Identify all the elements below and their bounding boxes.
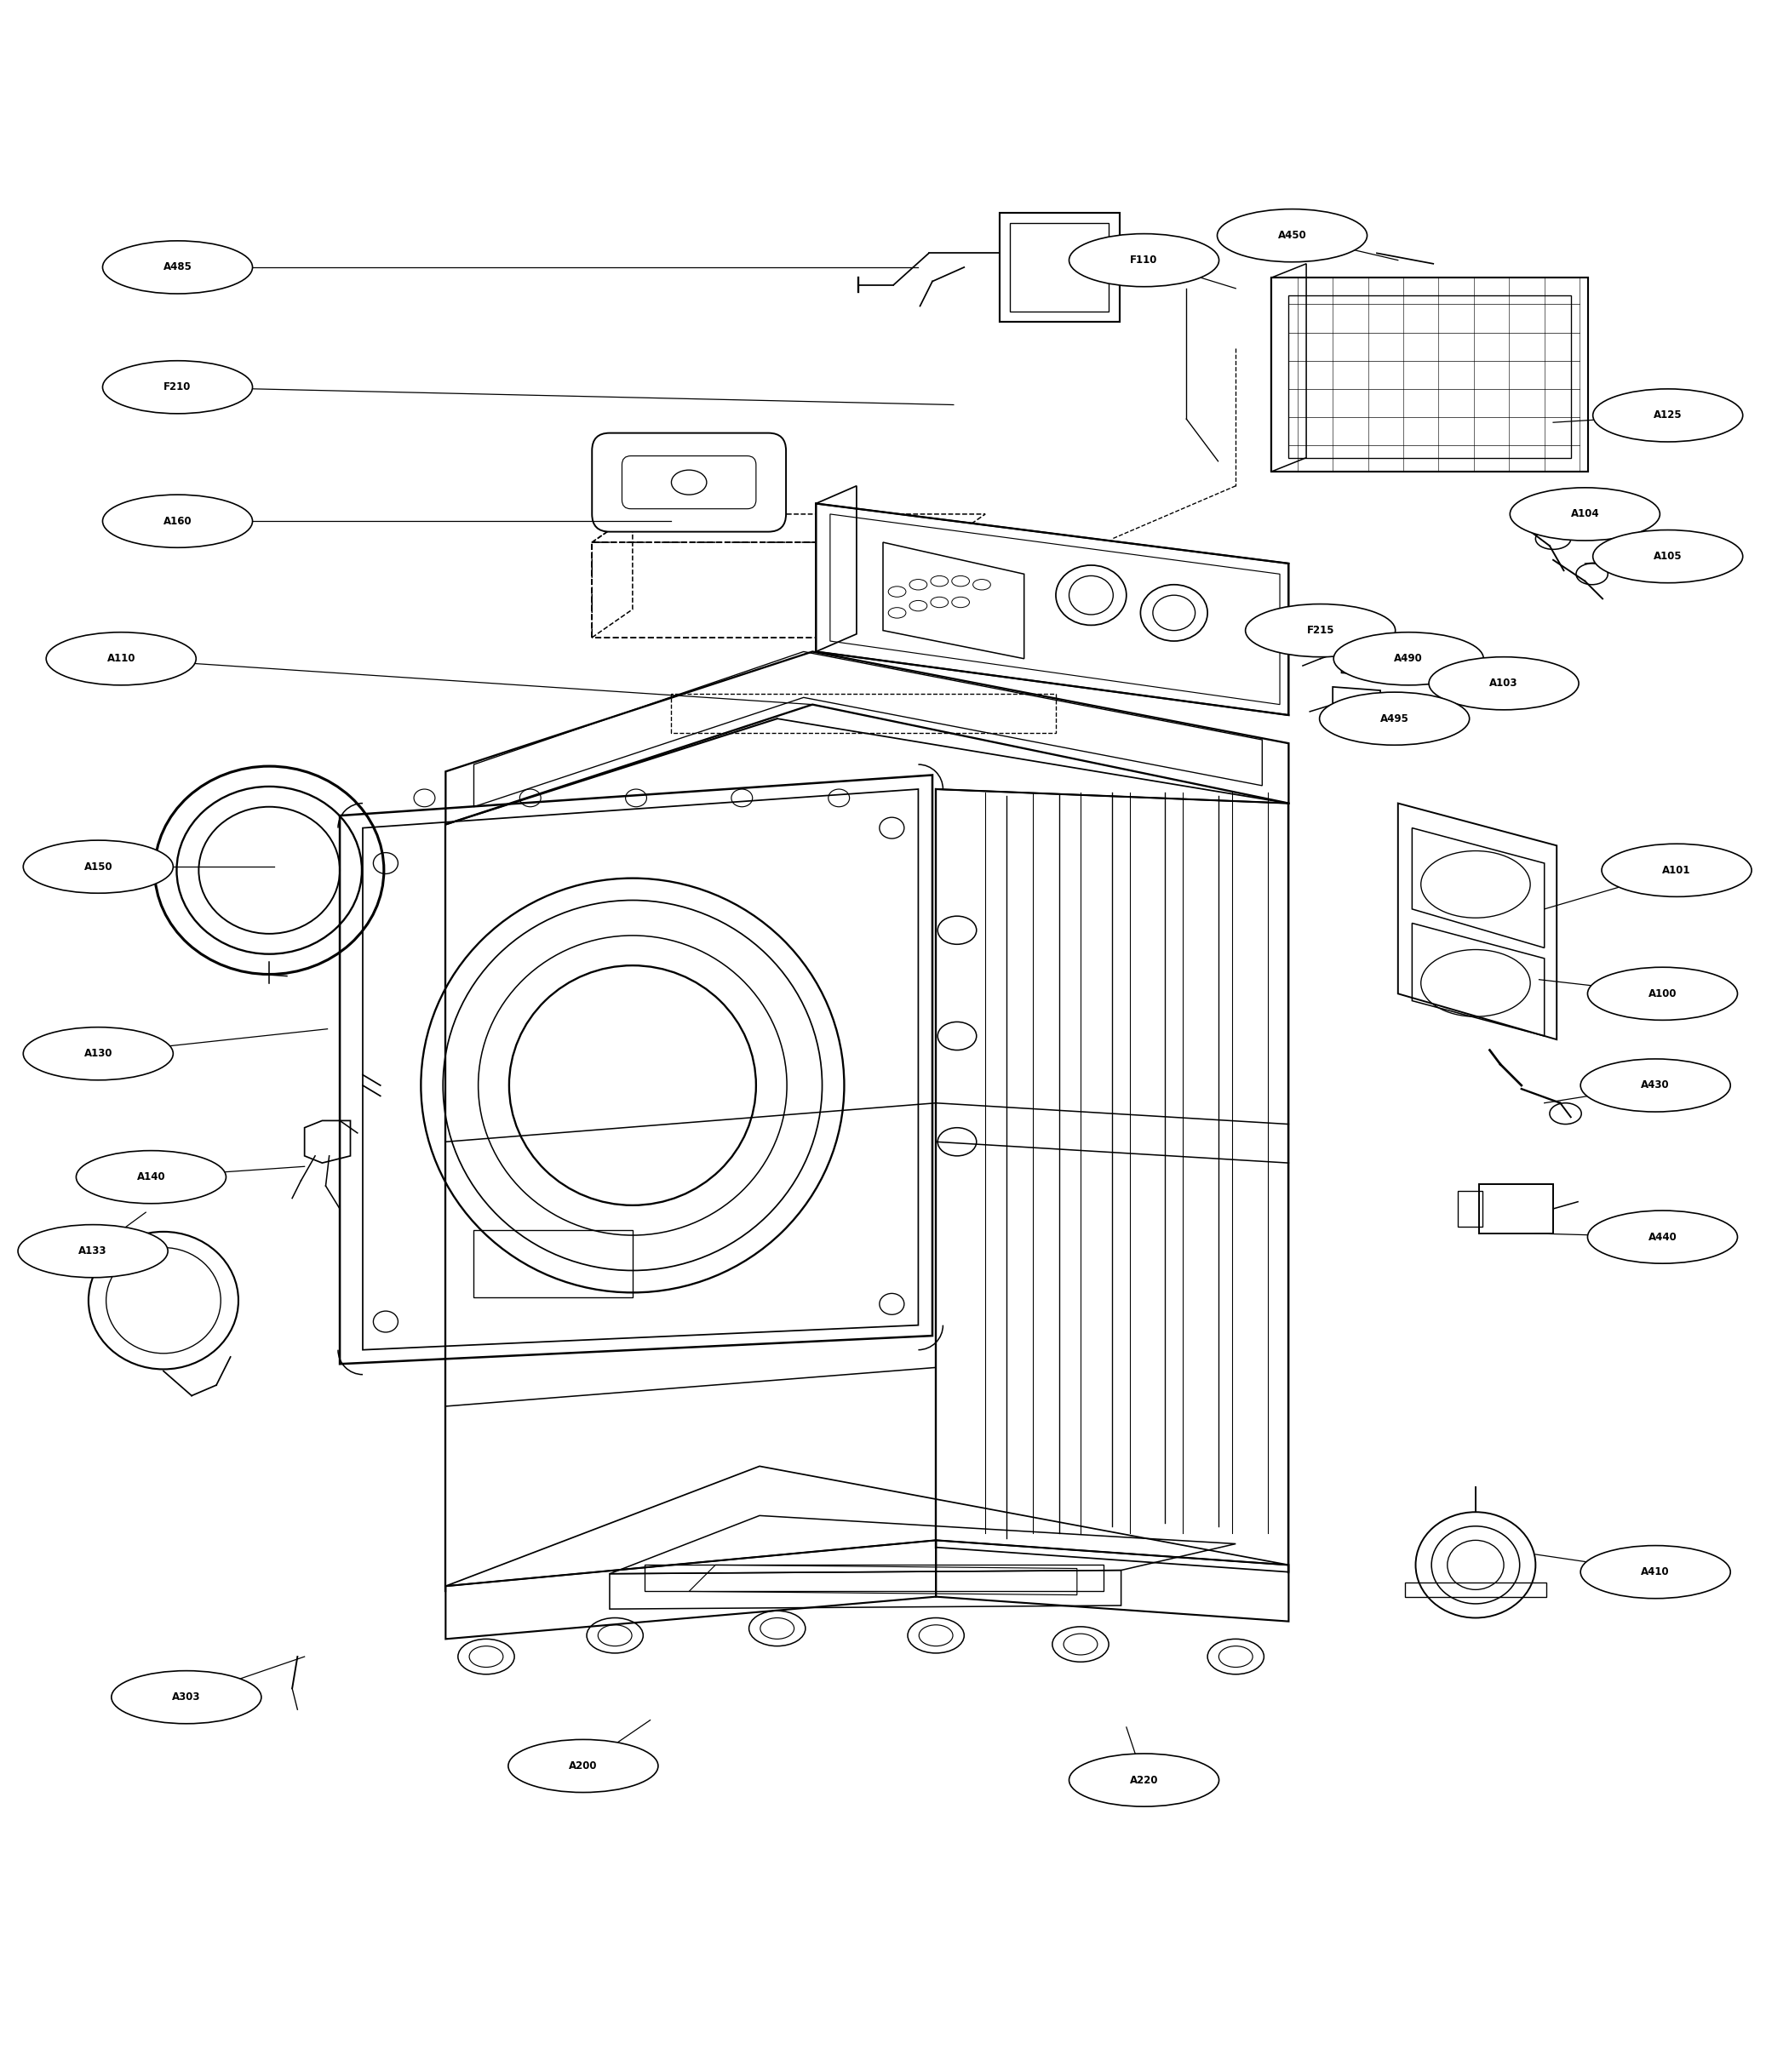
Text: A160: A160 [162,516,192,526]
Polygon shape [816,503,1289,715]
Bar [1480,665,1505,684]
FancyBboxPatch shape [592,433,786,533]
Bar [1010,224,1109,311]
Ellipse shape [1588,1210,1738,1264]
Ellipse shape [1602,843,1752,897]
Ellipse shape [1245,605,1395,657]
Text: A100: A100 [1648,988,1676,999]
Ellipse shape [76,1150,226,1204]
Text: A450: A450 [1279,230,1307,240]
Ellipse shape [1333,632,1483,686]
Text: A101: A101 [1662,864,1690,876]
Ellipse shape [46,632,196,686]
Text: A200: A200 [569,1761,597,1772]
Ellipse shape [1588,968,1738,1019]
Ellipse shape [1068,1753,1219,1807]
Ellipse shape [1581,1546,1731,1598]
Text: F110: F110 [1130,255,1158,265]
Bar [1000,213,1120,321]
Ellipse shape [1217,209,1367,261]
Text: A104: A104 [1570,508,1600,520]
Bar [1289,296,1570,458]
Ellipse shape [23,1028,173,1080]
Ellipse shape [23,841,173,893]
Text: A430: A430 [1641,1080,1671,1090]
Text: A125: A125 [1653,410,1683,421]
Ellipse shape [102,361,253,414]
Text: A110: A110 [108,653,136,665]
Ellipse shape [1429,657,1579,711]
Ellipse shape [1581,1059,1731,1113]
Text: A485: A485 [162,261,192,274]
Text: A220: A220 [1130,1774,1158,1786]
Text: A103: A103 [1489,678,1519,688]
Ellipse shape [1068,234,1219,286]
Ellipse shape [1593,390,1743,441]
Text: A130: A130 [85,1048,113,1059]
Ellipse shape [18,1225,168,1278]
Text: A490: A490 [1393,653,1423,665]
Text: A303: A303 [171,1691,201,1703]
Text: A140: A140 [136,1171,166,1183]
Ellipse shape [1319,692,1469,746]
Bar [1406,1583,1545,1598]
Text: A105: A105 [1653,551,1683,562]
Text: F215: F215 [1307,626,1335,636]
Ellipse shape [111,1670,261,1724]
Ellipse shape [509,1740,659,1792]
Bar [473,1231,632,1297]
Text: A150: A150 [83,862,113,872]
Text: F210: F210 [164,381,191,394]
Ellipse shape [102,495,253,547]
Text: A495: A495 [1379,713,1409,723]
Ellipse shape [102,240,253,294]
Text: A410: A410 [1641,1566,1671,1577]
Bar [1480,1183,1552,1233]
Ellipse shape [1593,530,1743,582]
Ellipse shape [1510,487,1660,541]
Bar [1459,1191,1483,1227]
Text: A440: A440 [1648,1231,1678,1243]
Text: A133: A133 [79,1245,108,1256]
